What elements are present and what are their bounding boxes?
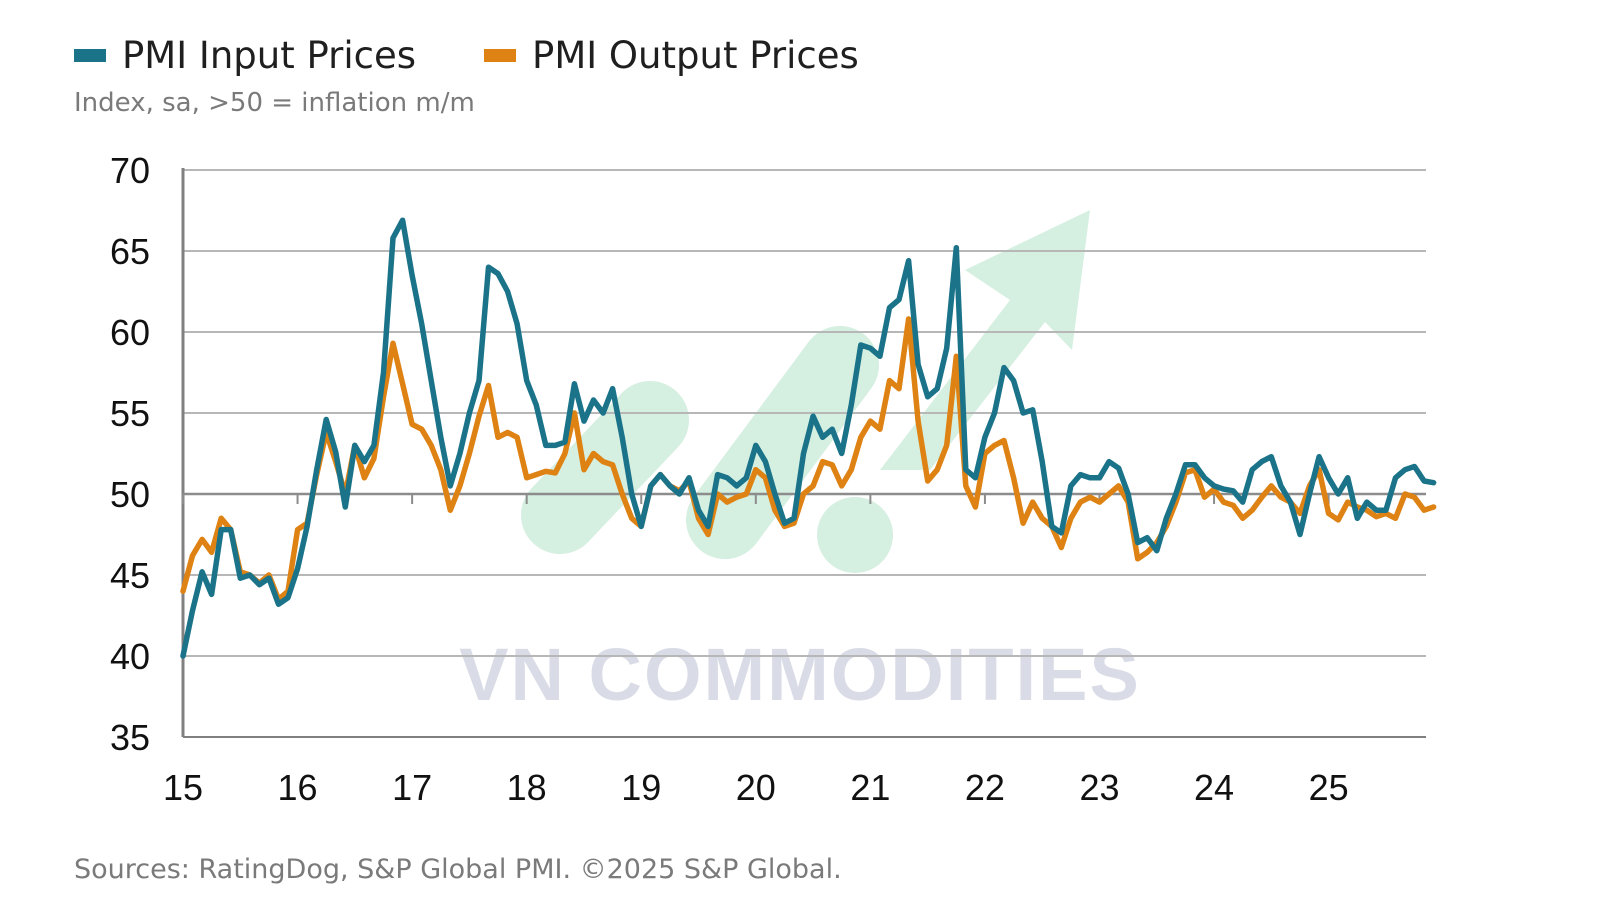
x-tick-label: 19 — [621, 767, 661, 808]
legend-label-output: PMI Output Prices — [532, 34, 859, 77]
watermark-stroke — [521, 381, 689, 554]
y-tick-label: 40 — [110, 636, 150, 677]
x-tick-label: 20 — [736, 767, 776, 808]
legend-item-output-prices: PMI Output Prices — [484, 34, 859, 77]
legend-label-input: PMI Input Prices — [122, 34, 417, 77]
y-tick-label: 70 — [110, 150, 150, 191]
watermark-text: VN COMMODITIES — [459, 633, 1141, 716]
y-tick-label: 65 — [110, 231, 150, 272]
x-tick-label: 22 — [965, 767, 1005, 808]
legend-swatch-input — [74, 49, 106, 62]
x-tick-label: 17 — [392, 767, 432, 808]
source-note: Sources: RatingDog, S&P Global PMI. ©202… — [74, 854, 842, 885]
chart-subtitle: Index, sa, >50 = inflation m/m — [74, 88, 475, 118]
x-tick-label: 15 — [163, 767, 203, 808]
series-line-output-prices — [180, 316, 1437, 603]
x-tick-label: 23 — [1079, 767, 1119, 808]
y-tick-label: 50 — [110, 474, 150, 515]
y-tick-label: 55 — [110, 393, 150, 434]
y-tick-label: 35 — [110, 717, 150, 758]
legend-item-input-prices: PMI Input Prices — [74, 34, 416, 77]
watermark-arrow — [880, 210, 1090, 470]
x-tick-label: 16 — [278, 767, 318, 808]
chart-series — [180, 217, 1437, 659]
x-tick-label: 18 — [507, 767, 547, 808]
chart-legend: PMI Input Prices PMI Output Prices — [74, 34, 927, 77]
x-tick-label: 25 — [1309, 767, 1349, 808]
y-tick-label: 60 — [110, 312, 150, 353]
tick-labels: 35 40 45 50 55 60 65 70 15 16 17 18 19 20 21 22 23 24 25 — [110, 150, 1349, 808]
x-tick-label: 21 — [850, 767, 890, 808]
y-tick-label: 45 — [110, 555, 150, 596]
series-line-input-prices — [180, 217, 1437, 659]
watermark-dot — [817, 497, 893, 573]
x-tick-label: 24 — [1194, 767, 1234, 808]
legend-swatch-output — [484, 49, 517, 62]
